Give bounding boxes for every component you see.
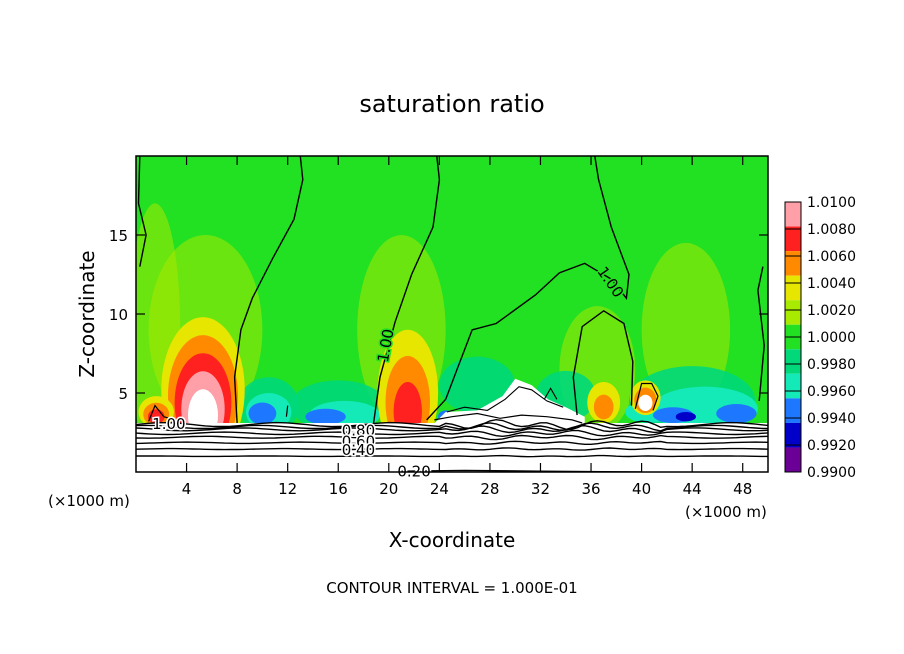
x-tick-label: 28 bbox=[480, 480, 499, 498]
contour-1-00 bbox=[543, 387, 558, 400]
colorbar-swatch bbox=[785, 202, 801, 227]
colorbar-label: 1.0040 bbox=[807, 276, 856, 292]
colorbar-label: 0.9920 bbox=[807, 438, 856, 454]
blue-region bbox=[716, 404, 757, 424]
blue-region bbox=[305, 408, 346, 425]
x-tick-label: 24 bbox=[430, 480, 449, 498]
contour-interval-note: CONTOUR INTERVAL = 1.000E-01 bbox=[326, 579, 577, 597]
colorbar-swatch bbox=[785, 398, 801, 423]
blue-region bbox=[248, 402, 277, 425]
y-tick-label: 5 bbox=[118, 385, 128, 403]
contour-cloud-top bbox=[446, 386, 564, 413]
x-tick-label: 44 bbox=[683, 480, 702, 498]
contour-1-00 bbox=[233, 156, 304, 424]
x-tick-label: 32 bbox=[531, 480, 550, 498]
contour-surface-layer bbox=[136, 422, 768, 432]
colorbar-label: 1.0020 bbox=[807, 303, 856, 319]
colorbar-label: 0.9980 bbox=[807, 357, 856, 373]
y-axis: 5 10 15 bbox=[109, 227, 768, 403]
contour-1-00 bbox=[757, 266, 765, 401]
contour-surface-layer bbox=[136, 434, 768, 441]
colorbar-swatch bbox=[785, 251, 801, 276]
x-tick-label: 8 bbox=[232, 480, 242, 498]
contour-label: 0.60 bbox=[342, 432, 375, 450]
x-tick-label: 48 bbox=[733, 480, 752, 498]
chart-title: saturation ratio bbox=[359, 90, 544, 118]
contour-1-00 bbox=[137, 156, 147, 267]
colorbar-label: 1.0000 bbox=[807, 330, 856, 346]
colorbar-label: 0.9900 bbox=[807, 465, 856, 481]
contour-surface-layer bbox=[136, 418, 768, 431]
x-axis: 4 8 12 16 20 24 28 32 36 40 44 48 bbox=[182, 156, 752, 498]
contour-1-00 bbox=[634, 382, 659, 411]
contour-label: 0.40 bbox=[342, 441, 375, 459]
colorbar-swatch bbox=[785, 275, 801, 301]
x-unit-left: (×1000 m) bbox=[48, 492, 130, 510]
colorbar-label: 1.0080 bbox=[807, 222, 856, 238]
contour-1-00 bbox=[572, 309, 634, 416]
contour-1-00 bbox=[285, 405, 289, 417]
plume-orange bbox=[593, 394, 614, 420]
colorbar-swatch bbox=[785, 226, 801, 252]
contour-1-00 bbox=[426, 156, 630, 421]
y-tick-label: 10 bbox=[109, 306, 128, 324]
colorbar-label: 0.9960 bbox=[807, 384, 856, 400]
contour-1-00 bbox=[372, 156, 441, 424]
contour-label: 0.80 bbox=[342, 421, 375, 439]
x-unit-right: (×1000 m) bbox=[685, 503, 767, 521]
colorbar-label: 1.0060 bbox=[807, 249, 856, 265]
contour-label: 1.00 bbox=[152, 415, 185, 433]
contour-surface-layer bbox=[136, 424, 768, 434]
y-axis-label: Z-coordinate bbox=[75, 250, 99, 377]
contour-surface-layer bbox=[136, 454, 768, 458]
navy-region bbox=[675, 411, 696, 422]
plume-white bbox=[638, 394, 653, 411]
contour-1-00 bbox=[148, 404, 181, 422]
contour-surface-layer bbox=[136, 440, 768, 445]
contour-cloud-base bbox=[434, 412, 583, 424]
cloud-region bbox=[433, 378, 585, 425]
x-tick-label: 40 bbox=[632, 480, 651, 498]
colorbar-swatch bbox=[785, 422, 801, 448]
colorbar: 1.0100 1.0080 1.0060 1.0040 1.0020 1.0000 0.99… bbox=[784, 195, 856, 481]
x-tick-label: 12 bbox=[278, 480, 297, 498]
contour-lines bbox=[136, 156, 768, 472]
saturation-field bbox=[136, 156, 768, 472]
colorbar-swatch bbox=[785, 447, 801, 472]
colorbar-swatch bbox=[785, 349, 801, 374]
teal-region bbox=[439, 356, 516, 414]
x-axis-label: X-coordinate bbox=[389, 528, 516, 552]
contour-surface-layer bbox=[136, 447, 768, 451]
colorbar-swatch bbox=[785, 373, 801, 399]
x-tick-label: 16 bbox=[329, 480, 348, 498]
x-tick-label: 36 bbox=[581, 480, 600, 498]
contour-surface-layer bbox=[136, 429, 768, 438]
colorbar-label: 1.0100 bbox=[807, 195, 856, 211]
x-tick-label: 20 bbox=[379, 480, 398, 498]
colorbar-swatch bbox=[785, 300, 801, 325]
x-tick-label: 4 bbox=[182, 480, 192, 498]
y-tick-label: 15 bbox=[109, 227, 128, 245]
colorbar-label: 0.9940 bbox=[807, 411, 856, 427]
